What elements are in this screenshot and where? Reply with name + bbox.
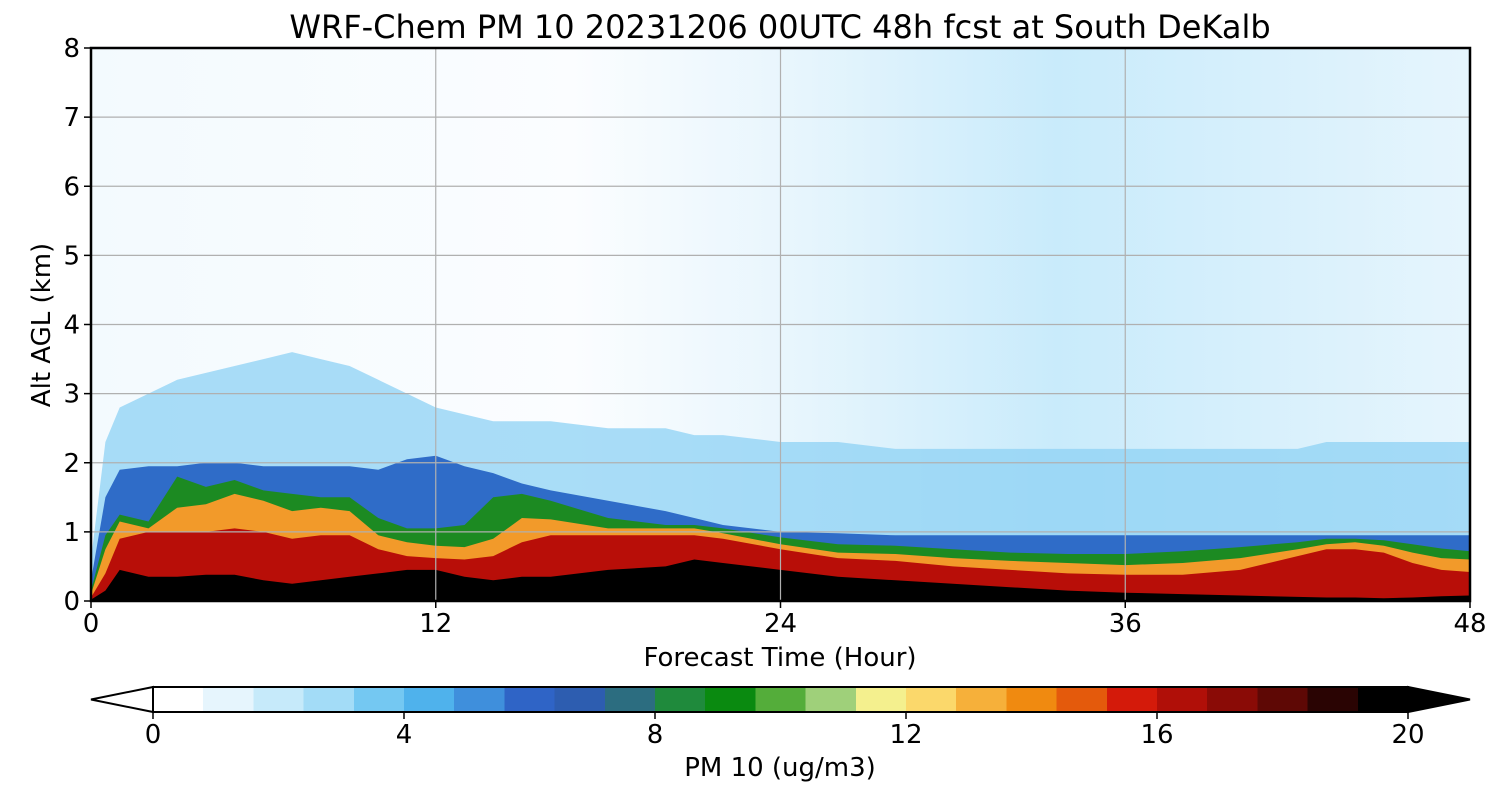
colorbar-min-extension [90, 685, 154, 714]
colorbar-frame [152, 686, 1409, 713]
y-tick-label: 8 [63, 34, 80, 64]
colorbar-tick-label: 8 [647, 720, 664, 750]
colorbar-tick-label: 4 [396, 720, 413, 750]
colorbar: 0 4 8 12 16 20 PM 10 (ug/m3) [90, 685, 1471, 783]
colorbar-gradient [153, 687, 1408, 712]
y-axis-ticks: 0 1 2 3 4 5 6 7 8 [63, 34, 91, 617]
colorbar-ticks: 0 4 8 12 16 20 [145, 712, 1425, 750]
x-axis-label: Forecast Time (Hour) [643, 643, 916, 673]
x-tick-label: 24 [764, 609, 797, 639]
x-tick-label: 0 [83, 609, 100, 639]
colorbar-tick-label: 0 [145, 720, 162, 750]
colorbar-tick-label: 12 [889, 720, 922, 750]
chart-title: WRF-Chem PM 10 20231206 00UTC 48h fcst a… [289, 8, 1270, 46]
colorbar-tick-label: 20 [1391, 720, 1424, 750]
y-tick-label: 2 [63, 449, 80, 479]
y-axis-label: Alt AGL (km) [27, 243, 57, 407]
colorbar-tick-label: 16 [1140, 720, 1173, 750]
y-tick-label: 4 [63, 311, 80, 341]
x-axis-ticks: 0 12 24 36 48 [83, 601, 1487, 639]
x-tick-label: 36 [1109, 609, 1142, 639]
y-tick-label: 7 [63, 103, 80, 133]
y-tick-label: 1 [63, 518, 80, 548]
x-tick-label: 12 [419, 609, 452, 639]
x-tick-label: 48 [1453, 609, 1486, 639]
colorbar-max-extension [1407, 685, 1471, 714]
y-tick-label: 0 [63, 587, 80, 617]
y-tick-label: 6 [63, 172, 80, 202]
y-tick-label: 5 [63, 241, 80, 271]
colorbar-label: PM 10 (ug/m3) [684, 753, 876, 783]
y-tick-label: 3 [63, 380, 80, 410]
